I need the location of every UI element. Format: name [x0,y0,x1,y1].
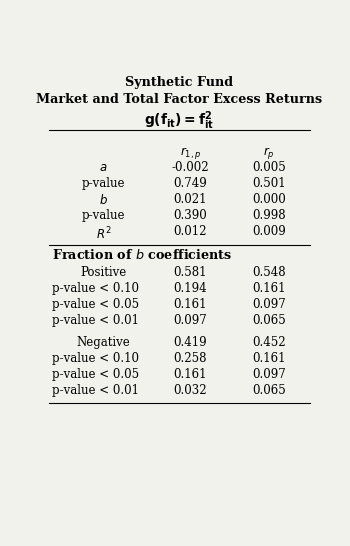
Text: -0.002: -0.002 [172,162,209,174]
Text: Synthetic Fund: Synthetic Fund [125,76,233,89]
Text: Market and Total Factor Excess Returns: Market and Total Factor Excess Returns [36,93,322,106]
Text: 0.097: 0.097 [173,313,207,327]
Text: $a$: $a$ [99,162,108,174]
Text: 0.161: 0.161 [252,282,286,295]
Text: 0.009: 0.009 [252,225,286,238]
Text: p-value < 0.05: p-value < 0.05 [52,368,139,381]
Text: 0.419: 0.419 [173,336,207,349]
Text: 0.161: 0.161 [174,298,207,311]
Text: 0.000: 0.000 [252,193,286,206]
Text: 0.005: 0.005 [252,162,286,174]
Text: p-value: p-value [82,209,125,222]
Text: 0.032: 0.032 [173,384,207,397]
Text: 0.097: 0.097 [252,368,286,381]
Text: 0.012: 0.012 [174,225,207,238]
Text: 0.161: 0.161 [174,368,207,381]
Text: p-value < 0.01: p-value < 0.01 [52,313,139,327]
Text: 0.065: 0.065 [252,313,286,327]
Text: 0.097: 0.097 [252,298,286,311]
Text: 0.998: 0.998 [252,209,286,222]
Text: Negative: Negative [77,336,130,349]
Text: $b$: $b$ [99,193,108,207]
Text: $r_{1,p}$: $r_{1,p}$ [180,145,201,161]
Text: 0.258: 0.258 [174,352,207,365]
Text: p-value < 0.10: p-value < 0.10 [52,352,139,365]
Text: $\mathbf{g(f_{it}) = f_{it}^2}$: $\mathbf{g(f_{it}) = f_{it}^2}$ [144,110,215,132]
Text: 0.581: 0.581 [174,266,207,278]
Text: 0.452: 0.452 [252,336,286,349]
Text: 0.548: 0.548 [252,266,286,278]
Text: 0.065: 0.065 [252,384,286,397]
Text: 0.749: 0.749 [173,177,207,191]
Text: p-value: p-value [82,177,125,191]
Text: $R^2$: $R^2$ [96,225,111,242]
Text: p-value < 0.05: p-value < 0.05 [52,298,139,311]
Text: 0.501: 0.501 [252,177,286,191]
Text: 0.161: 0.161 [252,352,286,365]
Text: Positive: Positive [80,266,127,278]
Text: $r_p$: $r_p$ [263,145,275,161]
Text: p-value < 0.01: p-value < 0.01 [52,384,139,397]
Text: Fraction of $b$ coefficients: Fraction of $b$ coefficients [52,248,232,262]
Text: 0.194: 0.194 [173,282,207,295]
Text: 0.390: 0.390 [173,209,207,222]
Text: p-value < 0.10: p-value < 0.10 [52,282,139,295]
Text: 0.021: 0.021 [174,193,207,206]
